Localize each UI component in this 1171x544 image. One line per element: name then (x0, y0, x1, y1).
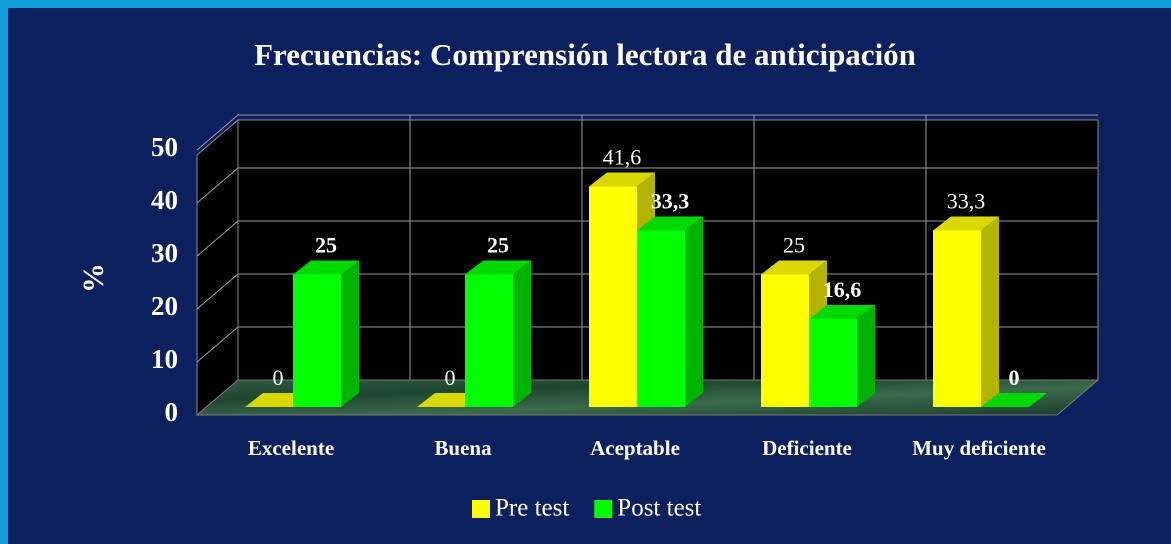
bar-top (933, 216, 999, 231)
bar-side (685, 216, 703, 407)
x-tick-label: Excelente (248, 436, 334, 460)
bar (637, 216, 703, 407)
x-tick-label: Buena (434, 436, 492, 460)
grid-line (196, 114, 239, 151)
bar-front (933, 230, 981, 407)
x-tick-label: Deficiente (762, 436, 852, 460)
bar (293, 260, 359, 407)
bar-top (637, 216, 703, 231)
data-label: 33,3 (651, 189, 690, 214)
data-label: 25 (487, 233, 509, 258)
data-label: 0 (1009, 365, 1020, 390)
data-label: 33,3 (947, 189, 986, 214)
y-tick-label: 10 (151, 344, 178, 374)
chart-title: Frecuencias: Comprensión lectora de anti… (254, 37, 916, 72)
bar-side (513, 260, 531, 407)
data-label: 25 (783, 233, 805, 258)
data-label: 0 (273, 365, 284, 390)
data-label: 0 (445, 365, 456, 390)
y-tick-label: 20 (151, 291, 178, 321)
data-label: 41,6 (603, 145, 642, 170)
x-tick-label: Muy deficiente (912, 436, 1046, 460)
y-tick-label: 50 (151, 132, 178, 162)
bar-front (465, 274, 513, 407)
bar-side (981, 216, 999, 407)
bar-top (981, 393, 1047, 407)
bar-top (293, 260, 359, 275)
legend-swatch (594, 500, 613, 518)
y-tick-label: 0 (165, 397, 179, 427)
grid-line (196, 220, 239, 257)
bar-front (589, 186, 637, 407)
bar-side (341, 260, 359, 407)
grid-line (196, 167, 239, 204)
bar-top (465, 260, 531, 275)
y-tick-label: 30 (151, 238, 178, 268)
bar-front (293, 274, 341, 407)
grid-line (196, 326, 239, 363)
grid-line (196, 273, 239, 310)
y-tick-label: 40 (151, 185, 178, 215)
bar-top (589, 172, 655, 187)
bar (465, 260, 531, 407)
bar (981, 393, 1047, 407)
data-label: 16,6 (823, 277, 862, 302)
legend-swatch (472, 500, 490, 518)
bar (809, 305, 875, 407)
bar-side (857, 305, 875, 407)
bar-front (809, 319, 857, 407)
data-label: 25 (315, 233, 337, 258)
bar (933, 216, 999, 407)
y-axis-title: % (77, 263, 110, 293)
legend-label: Pre test (495, 495, 569, 522)
bar-top (809, 305, 875, 320)
bar-top (761, 260, 827, 275)
x-tick-label: Aceptable (590, 436, 680, 460)
side-wall (196, 118, 239, 417)
bar-front (637, 230, 685, 407)
bar-front (761, 274, 809, 407)
legend-label: Post test (617, 495, 701, 522)
